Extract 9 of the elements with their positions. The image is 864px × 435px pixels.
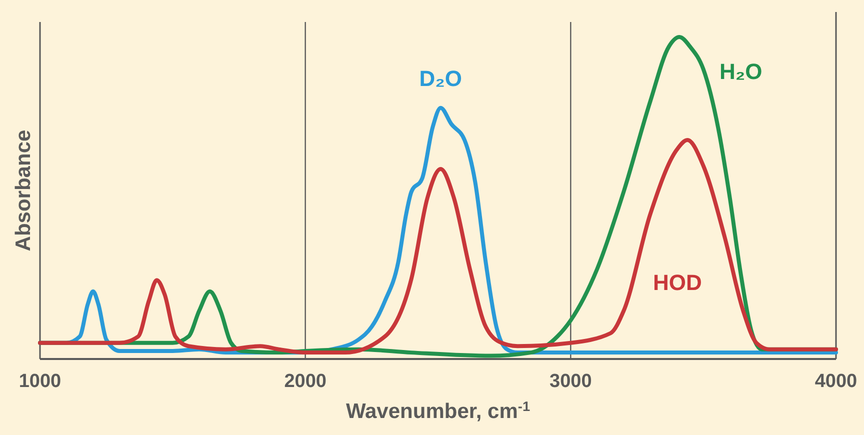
x-tick-label: 1000 — [18, 371, 62, 392]
x-axis-title: Wavenumber, cm$^{-1}$ — [346, 398, 530, 423]
series-label: H₂O — [719, 59, 762, 84]
x-tick-label: 3000 — [550, 371, 592, 392]
y-axis-title: Absorbance — [12, 130, 35, 252]
series-label: HOD — [652, 270, 702, 296]
x-tick-label: 4000 — [814, 371, 858, 392]
x-tick-label: 2000 — [284, 371, 326, 392]
series-label: D₂O — [419, 66, 462, 91]
